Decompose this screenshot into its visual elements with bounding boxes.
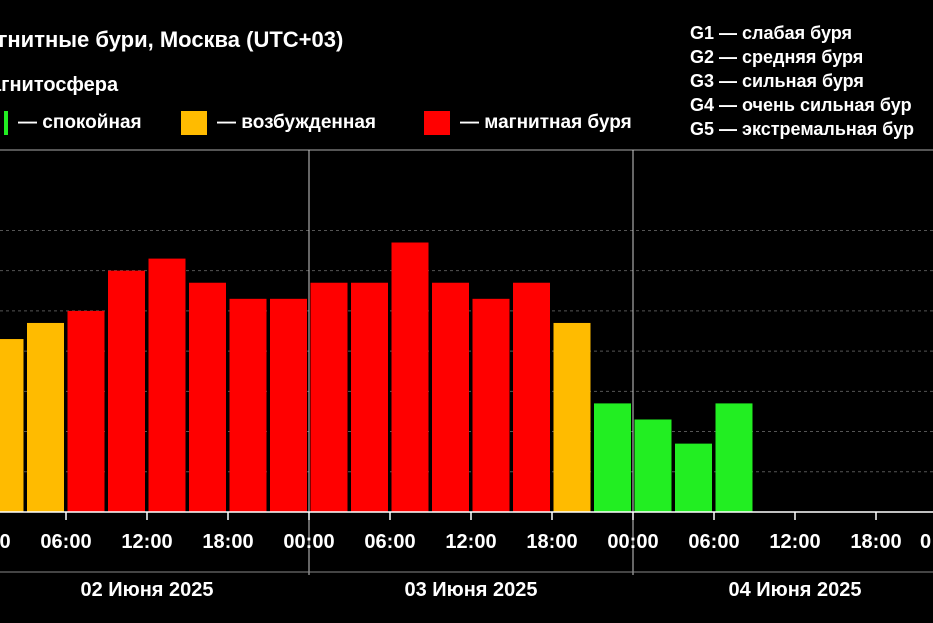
scale-g1: G1 — слабая буря xyxy=(690,23,853,43)
scale-g2: G2 — средняя буря xyxy=(690,47,864,67)
bar xyxy=(310,282,348,512)
legend-swatch-storm xyxy=(424,111,450,135)
scale-g5: G5 — экстремальная бур xyxy=(690,119,914,139)
date-label: 03 Июня 2025 xyxy=(404,579,537,601)
bar xyxy=(594,403,631,512)
bar xyxy=(472,298,510,512)
x-tick-label: 18:00 xyxy=(526,531,577,553)
chart-subtitle: агнитосфера xyxy=(0,74,119,96)
x-axis: 00:00 06:00 12:00 18:00 00:00 06:00 12:00 18:00… xyxy=(0,511,933,601)
date-label: 04 Июня 2025 xyxy=(728,579,861,601)
bar xyxy=(351,282,388,512)
x-tick-label: 12:00 xyxy=(121,531,172,553)
bar xyxy=(0,339,24,512)
bar xyxy=(27,322,64,512)
x-tick-label: 06:00 xyxy=(688,531,739,553)
x-tick-label: 12:00 xyxy=(445,531,496,553)
legend-label-excited: — возбужденная xyxy=(217,112,377,133)
legend-label-storm: — магнитная буря xyxy=(460,112,632,133)
x-tick-label: 06:00 xyxy=(364,531,415,553)
legend-label-quiet: — спокойная xyxy=(18,112,142,133)
bar xyxy=(229,298,267,512)
x-tick-label: 18:00 xyxy=(202,531,253,553)
bar xyxy=(67,310,105,512)
x-tick-label: 00:00 xyxy=(607,531,658,553)
x-tick-label: 0 xyxy=(920,531,931,553)
x-tick-label: 00:00 xyxy=(0,531,11,553)
bar xyxy=(108,270,145,512)
bar xyxy=(715,403,753,512)
legend-swatch-quiet xyxy=(4,111,8,135)
scale-g4: G4 — очень сильная бур xyxy=(690,95,912,115)
legend-swatch-excited xyxy=(181,111,207,135)
x-tick-label: 12:00 xyxy=(769,531,820,553)
bars xyxy=(0,242,753,512)
bar xyxy=(391,242,429,512)
x-tick-label: 00:00 xyxy=(283,531,334,553)
bar xyxy=(553,322,591,512)
bar xyxy=(634,419,672,512)
grid-lines xyxy=(0,149,933,575)
x-tick-label: 06:00 xyxy=(40,531,91,553)
legend-item-quiet: — спокойная xyxy=(4,110,142,136)
bar xyxy=(189,282,226,512)
storm-scale-legend: G1 — слабая буря G2 — средняя буря G3 — … xyxy=(690,21,914,141)
x-tick-label: 18:00 xyxy=(850,531,901,553)
bar xyxy=(270,298,307,512)
bar xyxy=(513,282,550,512)
bar xyxy=(675,443,712,512)
bar xyxy=(148,258,186,512)
chart-title: агнитные бури, Москва (UTC+03) xyxy=(0,27,344,52)
legend-item-excited: — возбужденная xyxy=(181,110,376,136)
date-label: 02 Июня 2025 xyxy=(80,579,213,601)
bar xyxy=(432,282,469,512)
legend-item-storm: — магнитная буря xyxy=(424,110,632,136)
scale-g3: G3 — сильная буря xyxy=(690,71,864,91)
